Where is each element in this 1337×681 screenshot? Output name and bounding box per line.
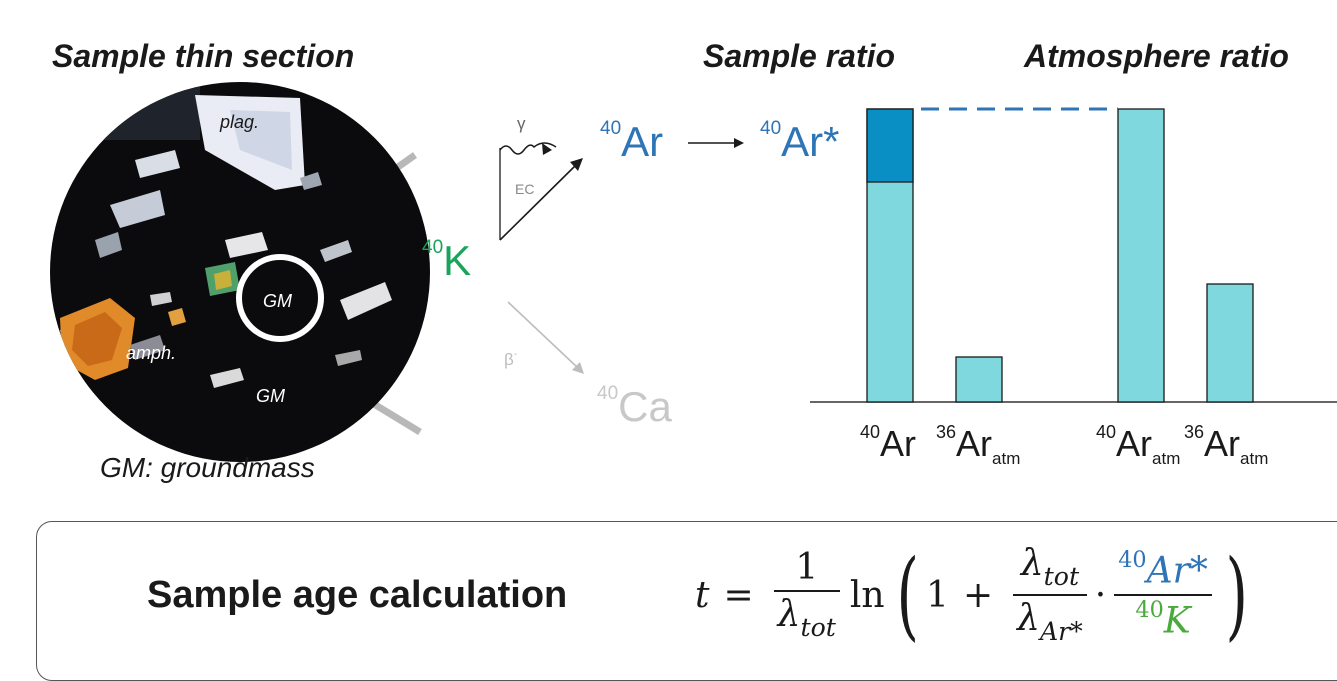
- argon-40-star-label: 40Ar*: [760, 118, 840, 165]
- heading-atmosphere-ratio: Atmosphere ratio: [1024, 38, 1289, 74]
- ar-to-arstar-arrow: [688, 138, 744, 148]
- formula-lambda-ratio: λtot λAr*: [1013, 543, 1087, 647]
- age-equation: t = 1 λtot ln ( 1 + λtot λAr* · 40Ar* 40…: [695, 540, 1255, 650]
- heading-thin-section: Sample thin section: [52, 38, 355, 74]
- bar-4: [1206, 283, 1254, 403]
- formula-plus: +: [962, 574, 994, 616]
- ec-label: EC: [515, 181, 535, 197]
- tick-label-3: 40Aratm: [1096, 422, 1181, 468]
- tick-label-1: 40Ar: [860, 422, 917, 464]
- label-plag: plag.: [220, 112, 260, 132]
- tick-label-2: 36Aratm: [936, 422, 1021, 468]
- formula-inner-one: 1: [926, 574, 949, 616]
- tick-label-4: 36Aratm: [1184, 422, 1269, 468]
- formula-decay-fraction: 1 λtot: [773, 546, 840, 643]
- label-amph: amph.: [126, 343, 177, 363]
- groundmass-zoom-circle: [236, 254, 324, 342]
- formula-right-paren: ): [1225, 539, 1248, 651]
- formula-t: t: [695, 574, 710, 616]
- formula-one: 1: [795, 546, 819, 588]
- gamma-label: γ: [517, 114, 526, 133]
- gamma-emission-icon: [499, 142, 557, 240]
- beta-label: β-: [504, 348, 518, 369]
- beta-branch-arrow: [507, 301, 584, 374]
- bar-3: [1117, 108, 1165, 403]
- heading-sample-ratio: Sample ratio: [703, 38, 896, 74]
- formula-equals: =: [723, 574, 754, 616]
- decay-and-ratio-diagram: [499, 107, 1337, 403]
- thin-section-illustration: [50, 82, 430, 462]
- bar-2: [955, 356, 1003, 403]
- ec-branch-arrow: [499, 158, 583, 241]
- sample-age-title: Sample age calculation: [147, 574, 568, 616]
- formula-dot: ·: [1094, 574, 1107, 616]
- label-gm-circle: GM: [263, 291, 292, 311]
- formula-ln: ln: [849, 574, 885, 616]
- calcium-40-label: 40Ca: [597, 383, 672, 430]
- argon-ratio-bar-chart: [810, 107, 1337, 403]
- potassium-40-label: 40K: [422, 237, 472, 284]
- caption-groundmass: GM: groundmass: [100, 452, 315, 483]
- formula-isotope-ratio: 40Ar* 40K: [1114, 547, 1212, 642]
- label-gm-lower: GM: [256, 386, 285, 406]
- formula-left-paren: (: [896, 539, 919, 651]
- argon-40-label: 40Ar: [600, 118, 664, 165]
- formula-lambda-tot: λtot: [777, 594, 836, 643]
- bar-1-radiogenic-segment: [866, 108, 914, 183]
